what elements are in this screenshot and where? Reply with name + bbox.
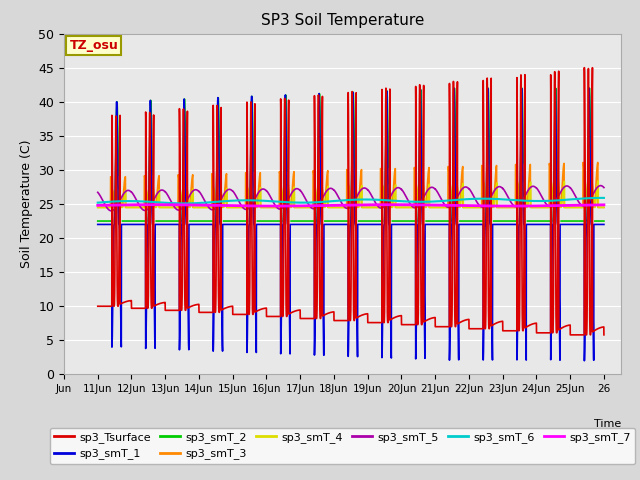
Legend: sp3_Tsurface, sp3_smT_1, sp3_smT_2, sp3_smT_3, sp3_smT_4, sp3_smT_5, sp3_smT_6, : sp3_Tsurface, sp3_smT_1, sp3_smT_2, sp3_…: [50, 428, 635, 464]
Line: sp3_smT_6: sp3_smT_6: [98, 198, 604, 204]
sp3_smT_5: [108, 208, 115, 214]
sp3_smT_4: [94, 204, 102, 210]
sp3_smT_1: [585, 85, 593, 91]
sp3_smT_6: [464, 196, 472, 202]
Line: sp3_smT_2: sp3_smT_2: [98, 88, 604, 221]
sp3_smT_2: [600, 218, 607, 224]
Y-axis label: Soil Temperature (C): Soil Temperature (C): [20, 140, 33, 268]
sp3_smT_1: [493, 222, 500, 228]
sp3_smT_7: [153, 202, 161, 207]
sp3_smT_7: [600, 202, 608, 208]
sp3_smT_3: [600, 204, 607, 210]
sp3_smT_6: [600, 195, 607, 201]
sp3_smT_1: [185, 345, 193, 350]
sp3_smT_5: [493, 185, 500, 191]
sp3_smT_6: [180, 201, 188, 206]
sp3_smT_5: [596, 183, 604, 189]
sp3_smT_2: [464, 218, 472, 224]
sp3_smT_6: [493, 196, 500, 202]
sp3_smT_1: [464, 222, 472, 228]
Line: sp3_smT_3: sp3_smT_3: [98, 162, 604, 207]
sp3_smT_7: [436, 202, 444, 208]
sp3_smT_7: [464, 203, 472, 208]
sp3_smT_3: [436, 204, 444, 210]
sp3_smT_2: [436, 218, 444, 224]
sp3_smT_7: [185, 202, 193, 208]
sp3_smT_7: [493, 203, 500, 209]
sp3_smT_3: [464, 204, 472, 210]
sp3_smT_2: [94, 218, 102, 224]
sp3_Tsurface: [580, 65, 588, 71]
sp3_smT_3: [600, 204, 608, 210]
sp3_Tsurface: [185, 305, 193, 311]
sp3_smT_1: [94, 222, 102, 228]
sp3_smT_5: [464, 185, 472, 191]
sp3_smT_6: [436, 198, 444, 204]
Line: sp3_smT_1: sp3_smT_1: [98, 88, 604, 361]
Text: TZ_osu: TZ_osu: [70, 39, 118, 52]
sp3_smT_2: [600, 218, 608, 224]
sp3_Tsurface: [493, 320, 500, 326]
Line: sp3_smT_5: sp3_smT_5: [98, 186, 604, 211]
sp3_smT_5: [332, 189, 339, 195]
sp3_smT_1: [580, 358, 588, 364]
sp3_smT_7: [94, 203, 102, 208]
sp3_Tsurface: [600, 332, 608, 338]
sp3_smT_2: [493, 218, 500, 224]
sp3_smT_4: [600, 204, 607, 210]
sp3_Tsurface: [332, 318, 339, 324]
sp3_smT_3: [594, 159, 602, 165]
sp3_smT_5: [600, 184, 607, 190]
sp3_smT_4: [464, 204, 472, 210]
sp3_smT_5: [94, 190, 102, 195]
Line: sp3_smT_7: sp3_smT_7: [98, 204, 604, 206]
sp3_Tsurface: [600, 324, 607, 330]
sp3_smT_6: [332, 198, 339, 204]
sp3_smT_7: [508, 203, 515, 209]
sp3_smT_6: [185, 201, 193, 206]
Title: SP3 Soil Temperature: SP3 Soil Temperature: [260, 13, 424, 28]
sp3_smT_4: [595, 178, 602, 184]
sp3_smT_6: [598, 195, 605, 201]
sp3_smT_1: [600, 222, 607, 228]
sp3_smT_5: [436, 194, 444, 200]
sp3_smT_7: [600, 202, 607, 208]
sp3_smT_6: [94, 200, 102, 205]
sp3_smT_3: [185, 203, 193, 209]
sp3_Tsurface: [464, 317, 472, 323]
sp3_smT_4: [332, 204, 339, 210]
Line: sp3_Tsurface: sp3_Tsurface: [98, 68, 604, 335]
sp3_smT_4: [185, 200, 193, 205]
sp3_smT_5: [185, 194, 193, 200]
sp3_smT_1: [600, 222, 608, 228]
sp3_smT_2: [332, 218, 339, 224]
sp3_smT_4: [600, 204, 608, 210]
sp3_Tsurface: [94, 303, 102, 309]
sp3_smT_5: [600, 185, 608, 191]
sp3_smT_3: [493, 163, 500, 168]
sp3_smT_7: [332, 203, 339, 208]
sp3_smT_6: [600, 195, 608, 201]
sp3_smT_4: [493, 181, 500, 187]
sp3_smT_1: [436, 222, 444, 228]
sp3_Tsurface: [436, 324, 444, 330]
sp3_smT_3: [332, 204, 339, 210]
sp3_smT_1: [332, 222, 339, 228]
Line: sp3_smT_4: sp3_smT_4: [98, 181, 604, 207]
sp3_Tsurface: [566, 332, 574, 338]
Text: Time: Time: [593, 419, 621, 429]
sp3_smT_3: [94, 204, 102, 210]
sp3_smT_4: [436, 204, 444, 210]
